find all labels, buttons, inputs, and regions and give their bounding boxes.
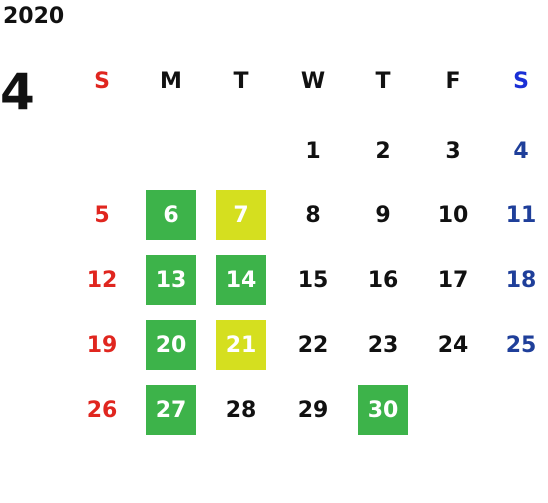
calendar-day-highlighted[interactable]: 13 xyxy=(146,255,196,305)
calendar-day[interactable]: 11 xyxy=(505,202,537,228)
calendar-day[interactable]: 24 xyxy=(437,332,469,358)
calendar-day[interactable]: 3 xyxy=(445,138,461,164)
calendar-day[interactable]: 9 xyxy=(375,202,391,228)
calendar-day-highlighted[interactable]: 7 xyxy=(216,190,266,240)
calendar-day[interactable]: 16 xyxy=(367,267,399,293)
calendar-day-highlighted[interactable]: 6 xyxy=(146,190,196,240)
month-label: 4 xyxy=(0,63,35,121)
year-label: 2020 xyxy=(3,4,65,29)
weekday-header: S xyxy=(94,68,110,94)
weekday-header: S xyxy=(513,68,529,94)
calendar-day[interactable]: 1 xyxy=(305,138,321,164)
calendar-day[interactable]: 8 xyxy=(305,202,321,228)
calendar-day[interactable]: 2 xyxy=(375,138,391,164)
calendar-day[interactable]: 19 xyxy=(86,332,118,358)
calendar-day-highlighted[interactable]: 20 xyxy=(146,320,196,370)
weekday-header: T xyxy=(375,68,391,94)
weekday-header: M xyxy=(160,68,182,94)
calendar-day-highlighted[interactable]: 30 xyxy=(358,385,408,435)
calendar-day[interactable]: 28 xyxy=(225,397,257,423)
calendar-day[interactable]: 15 xyxy=(297,267,329,293)
calendar-day[interactable]: 22 xyxy=(297,332,329,358)
calendar-day[interactable]: 23 xyxy=(367,332,399,358)
calendar-day-highlighted[interactable]: 14 xyxy=(216,255,266,305)
calendar-day[interactable]: 26 xyxy=(86,397,118,423)
calendar-day-highlighted[interactable]: 27 xyxy=(146,385,196,435)
calendar-day[interactable]: 10 xyxy=(437,202,469,228)
weekday-header: T xyxy=(233,68,249,94)
calendar-day[interactable]: 4 xyxy=(513,138,529,164)
calendar-day[interactable]: 25 xyxy=(505,332,537,358)
calendar-day[interactable]: 18 xyxy=(505,267,537,293)
calendar-day[interactable]: 29 xyxy=(297,397,329,423)
calendar-day-highlighted[interactable]: 21 xyxy=(216,320,266,370)
weekday-header: W xyxy=(300,68,326,94)
weekday-header: F xyxy=(445,68,461,94)
calendar-day[interactable]: 12 xyxy=(86,267,118,293)
calendar-day[interactable]: 17 xyxy=(437,267,469,293)
calendar-day[interactable]: 5 xyxy=(94,202,110,228)
